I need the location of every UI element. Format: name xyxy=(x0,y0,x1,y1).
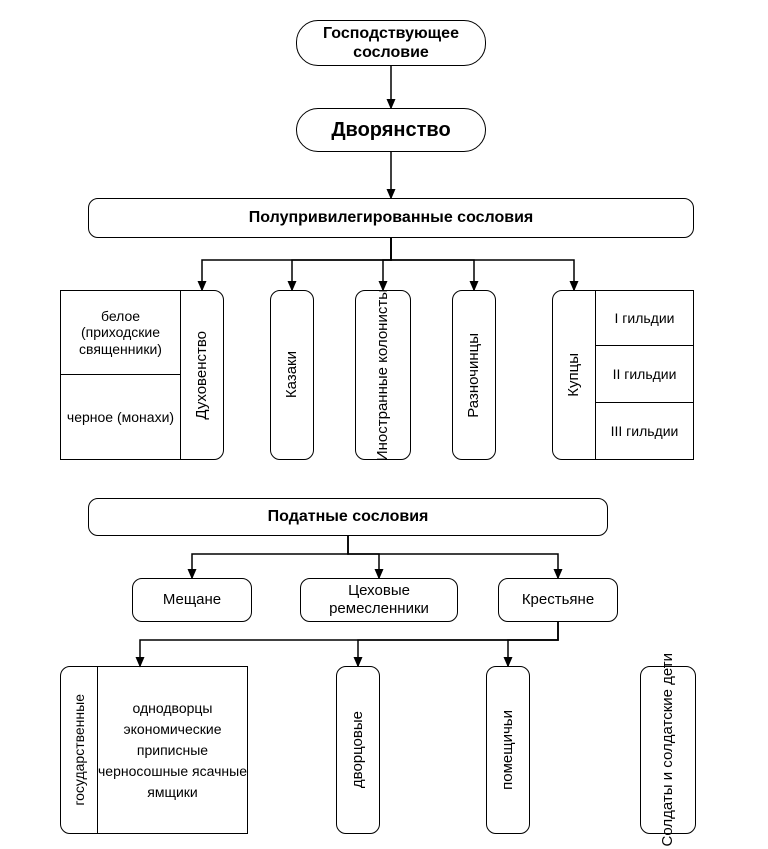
merchants-label: Купцы xyxy=(565,353,583,397)
node-clergy: Духовенство xyxy=(180,290,224,460)
soldiers-label: Солдаты и солдатские дети xyxy=(658,653,678,846)
cossacks-label: Казаки xyxy=(283,351,301,398)
node-semi-privileged-title: Полупривилегированные сословия xyxy=(88,198,694,238)
node-soldiers: Солдаты и солдатские дети xyxy=(640,666,696,834)
colonists-label: Иностранные колонисты xyxy=(373,289,393,461)
node-taxable-title: Податные сословия xyxy=(88,498,608,536)
state-peasants-group: государственные однодворцы экономические… xyxy=(60,666,248,834)
node-palace-peasants: дворцовые xyxy=(336,666,380,834)
node-craftsmen: Цеховые ремесленники xyxy=(300,578,458,622)
node-landlord-peasants: помещичьи xyxy=(486,666,530,834)
node-state-peasants: государственные xyxy=(60,666,98,834)
node-guild-2: II гильдии xyxy=(596,346,694,403)
node-guild-3: III гильдии xyxy=(596,403,694,460)
node-raznochintsy: Разночинцы xyxy=(452,290,496,460)
node-nobility: Дворянство xyxy=(296,108,486,152)
node-cossacks: Казаки xyxy=(270,290,314,460)
node-ruling-estate: Господствующее сословие xyxy=(296,20,486,66)
node-clergy-white: белое (приходские священники) xyxy=(60,290,180,375)
palace-label: дворцовые xyxy=(349,711,367,788)
node-clergy-black: черное (монахи) xyxy=(60,375,180,460)
node-guild-1: I гильдии xyxy=(596,290,694,346)
node-foreign-colonists: Иностранные колонисты xyxy=(355,290,411,460)
merchants-group: Купцы I гильдии II гильдии III гильдии xyxy=(552,290,694,460)
landlord-label: помещичьи xyxy=(499,710,517,790)
clergy-label: Духовенство xyxy=(193,331,211,420)
state-label: государственные xyxy=(71,694,88,806)
node-state-subtypes: однодворцы экономические приписные черно… xyxy=(98,666,248,834)
node-peasants: Крестьяне xyxy=(498,578,618,622)
node-merchants: Купцы xyxy=(552,290,596,460)
clergy-group: белое (приходские священники) черное (мо… xyxy=(60,290,224,460)
node-meshane: Мещане xyxy=(132,578,252,622)
raznochintsy-label: Разночинцы xyxy=(465,333,483,418)
